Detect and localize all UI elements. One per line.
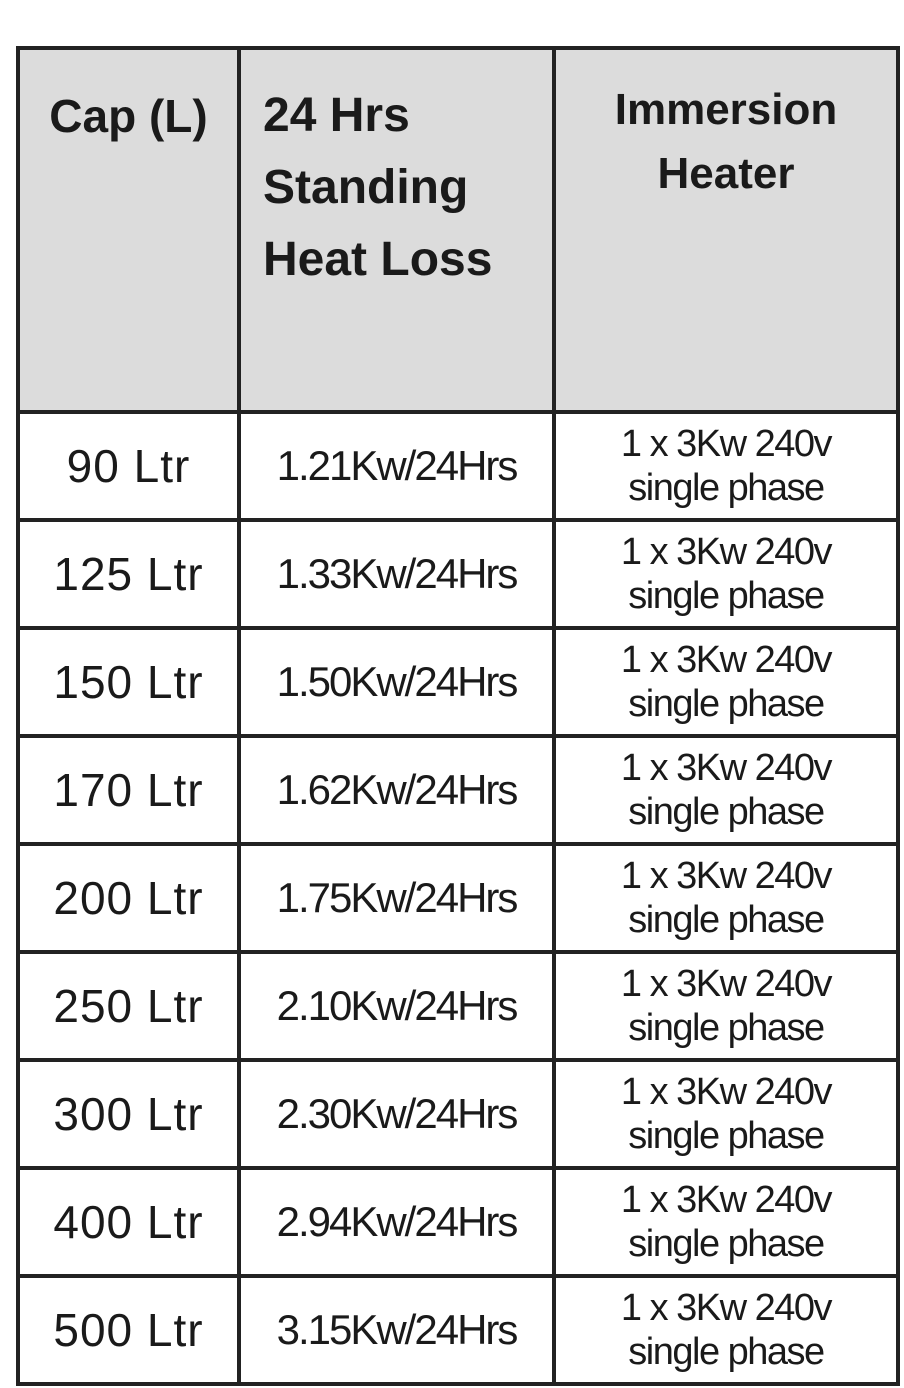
cell-line: Cap (L) [49, 90, 208, 142]
cell-line: single phase [628, 575, 825, 617]
cell-line: single phase [628, 1115, 825, 1157]
cell-line: Heat Loss [263, 233, 493, 286]
cell-line: 1 x 3Kw 240v [620, 531, 833, 573]
spec-table: Cap (L) 24 Hrs Standing Heat Loss Immersion H… [16, 46, 900, 1386]
cell-line: Immersion [614, 85, 838, 134]
table-row: 300 Ltr 2.30Kw/24Hrs 1 x 3Kw 240v single ph… [16, 1058, 900, 1170]
cell-line: single phase [628, 791, 825, 833]
table-cell: 125 Ltr [16, 518, 241, 630]
table-cell: 500 Ltr [16, 1274, 241, 1386]
table-cell: 2.94Kw/24Hrs [237, 1166, 556, 1278]
cell-line: 1 x 3Kw 240v [620, 963, 833, 1005]
table-cell: 1.50Kw/24Hrs [237, 626, 556, 738]
table-cell: 250 Ltr [16, 950, 241, 1062]
cell-line: Heater [657, 149, 795, 198]
cell-line: 1 x 3Kw 240v [620, 639, 833, 681]
table-cell: 1 x 3Kw 240v single phase [552, 1058, 900, 1170]
table-cell: 1.21Kw/24Hrs [237, 410, 556, 522]
table-cell: 90 Ltr [16, 410, 241, 522]
header-row: Cap (L) 24 Hrs Standing Heat Loss Immersion H… [16, 46, 900, 414]
table-cell: 200 Ltr [16, 842, 241, 954]
cell-line: 1 x 3Kw 240v [620, 1287, 833, 1329]
cell-line: single phase [628, 1007, 825, 1049]
table-cell: 3.15Kw/24Hrs [237, 1274, 556, 1386]
cell-line: single phase [628, 467, 825, 509]
table-row: 170 Ltr 1.62Kw/24Hrs 1 x 3Kw 240v single ph… [16, 734, 900, 846]
table-cell: 1 x 3Kw 240v single phase [552, 842, 900, 954]
table-cell: 1 x 3Kw 240v single phase [552, 626, 900, 738]
table-row: 200 Ltr 1.75Kw/24Hrs 1 x 3Kw 240v single ph… [16, 842, 900, 954]
table-cell: 1.33Kw/24Hrs [237, 518, 556, 630]
cell-line: 1 x 3Kw 240v [620, 855, 833, 897]
table-cell: 1.75Kw/24Hrs [237, 842, 556, 954]
table-row: 125 Ltr 1.33Kw/24Hrs 1 x 3Kw 240v single ph… [16, 518, 900, 630]
cell-line: 1 x 3Kw 240v [620, 747, 833, 789]
table-cell: 1 x 3Kw 240v single phase [552, 410, 900, 522]
table-cell: 1 x 3Kw 240v single phase [552, 518, 900, 630]
table-row: 500 Ltr 3.15Kw/24Hrs 1 x 3Kw 240v single ph… [16, 1274, 900, 1386]
table-row: 250 Ltr 2.10Kw/24Hrs 1 x 3Kw 240v single ph… [16, 950, 900, 1062]
table-cell: 170 Ltr [16, 734, 241, 846]
table-cell: 2.30Kw/24Hrs [237, 1058, 556, 1170]
cell-line: single phase [628, 1331, 825, 1373]
cell-line: single phase [628, 1223, 825, 1265]
table-cell: 400 Ltr [16, 1166, 241, 1278]
cell-line: 1 x 3Kw 240v [620, 1071, 833, 1113]
table-row: 400 Ltr 2.94Kw/24Hrs 1 x 3Kw 240v single ph… [16, 1166, 900, 1278]
cell-line: single phase [628, 683, 825, 725]
cell-line: Standing [263, 161, 469, 214]
table-cell: 2.10Kw/24Hrs [237, 950, 556, 1062]
cell-line: single phase [628, 899, 825, 941]
table-cell: 1 x 3Kw 240v single phase [552, 1274, 900, 1386]
cell-line: 1 x 3Kw 240v [620, 423, 833, 465]
cell-line: 1 x 3Kw 240v [620, 1179, 833, 1221]
table-row: 90 Ltr 1.21Kw/24Hrs 1 x 3Kw 240v single pha… [16, 410, 900, 522]
header-cell: Cap (L) [16, 46, 241, 414]
table-cell: 1 x 3Kw 240v single phase [552, 1166, 900, 1278]
header-cell: 24 Hrs Standing Heat Loss [237, 46, 556, 414]
table-cell: 1 x 3Kw 240v single phase [552, 734, 900, 846]
table-cell: 150 Ltr [16, 626, 241, 738]
table-cell: 1 x 3Kw 240v single phase [552, 950, 900, 1062]
table-row: 150 Ltr 1.50Kw/24Hrs 1 x 3Kw 240v single ph… [16, 626, 900, 738]
table-cell: 1.62Kw/24Hrs [237, 734, 556, 846]
header-cell: Immersion Heater [552, 46, 900, 414]
cell-line: 24 Hrs [263, 89, 410, 142]
table-cell: 300 Ltr [16, 1058, 241, 1170]
